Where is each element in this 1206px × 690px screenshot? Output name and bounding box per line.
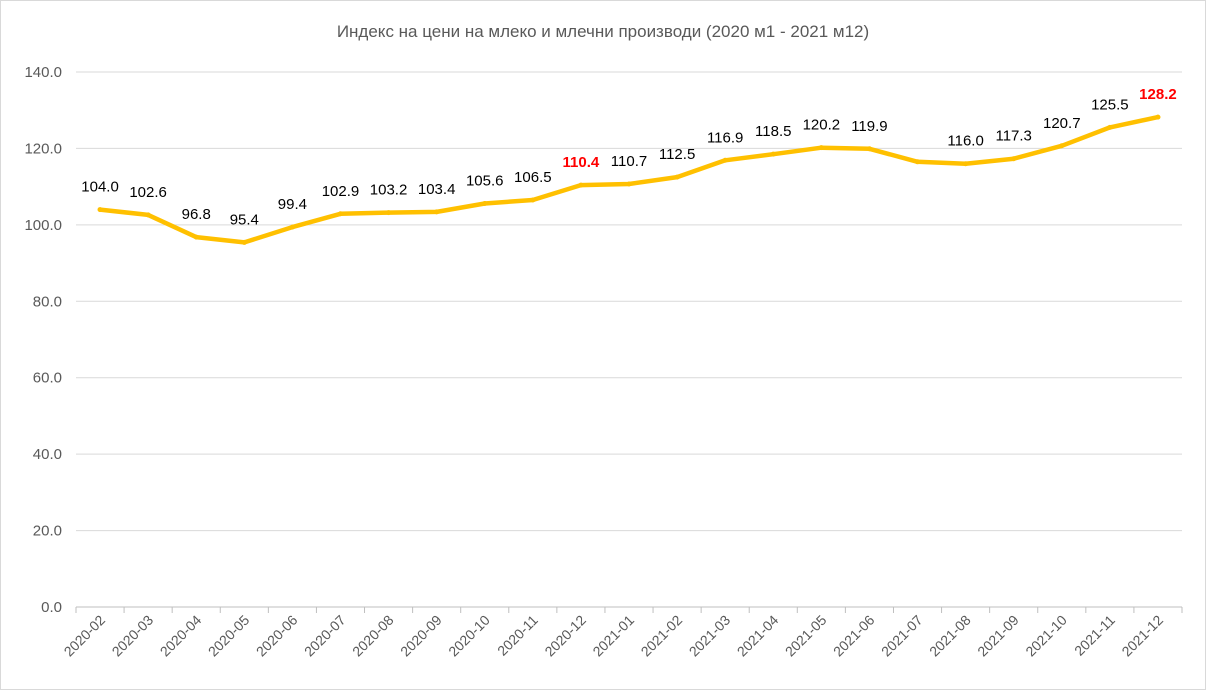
- data-label: 95.4: [230, 211, 259, 228]
- series-layer: [97, 114, 1161, 245]
- gridlines: [76, 71, 1182, 532]
- data-point: [578, 182, 584, 188]
- data-point: [145, 212, 151, 218]
- data-point: [770, 151, 776, 157]
- y-axis-ticks: 0.0 20.0 40.0 60.0 80.0 100.0 120.0 140.0: [24, 64, 62, 616]
- data-point: [386, 210, 392, 216]
- x-tick-label: 2020-05: [205, 612, 253, 660]
- x-tick-label: 2020-12: [541, 612, 589, 660]
- data-point: [674, 174, 680, 180]
- data-label: 105.6: [466, 172, 504, 189]
- data-point: [1107, 124, 1113, 130]
- data-point: [818, 145, 824, 151]
- data-labels: 104.0 102.6 96.8 95.4 99.4 102.9 103.2 103.4 105…: [81, 86, 1176, 228]
- y-tick-label: 20.0: [33, 523, 62, 540]
- data-point: [1011, 156, 1017, 162]
- data-label: 125.5: [1091, 96, 1129, 113]
- x-tick-label: 2021-11: [1071, 612, 1118, 659]
- data-point: [530, 197, 536, 203]
- data-label: 110.7: [611, 153, 647, 170]
- x-tick-label: 2021-10: [1022, 612, 1070, 660]
- data-label: 96.8: [182, 206, 211, 223]
- data-label: 116.0: [947, 133, 983, 150]
- x-tick-label: 2021-08: [926, 612, 974, 660]
- y-tick-label: 0.0: [41, 599, 62, 616]
- data-label: 118.5: [755, 123, 791, 140]
- data-label: 112.5: [659, 146, 695, 163]
- y-tick-label: 60.0: [33, 370, 62, 387]
- y-tick-label: 40.0: [33, 446, 62, 463]
- data-label: 103.2: [370, 182, 408, 199]
- data-point: [1059, 143, 1065, 149]
- x-tick-label: 2021-05: [782, 612, 830, 660]
- data-label: 104.0: [81, 179, 119, 196]
- data-point: [915, 159, 921, 165]
- x-tick-label: 2021-04: [734, 612, 782, 660]
- x-tick-label: 2021-03: [686, 612, 734, 660]
- x-tick-label: 2020-07: [301, 612, 349, 660]
- x-tick-label: 2020-09: [397, 612, 445, 660]
- x-tick-label: 2020-11: [494, 612, 541, 659]
- data-label: 117.3: [995, 128, 1031, 145]
- data-label: 99.4: [278, 196, 307, 213]
- data-point: [241, 239, 247, 245]
- data-point: [866, 146, 872, 152]
- x-tick-label: 2020-04: [157, 612, 205, 660]
- data-point: [482, 200, 488, 206]
- x-tick-label: 2021-12: [1118, 612, 1166, 660]
- data-point: [722, 157, 728, 163]
- data-label: 102.6: [129, 184, 167, 201]
- data-point: [963, 161, 969, 167]
- x-tick-label: 2021-07: [878, 612, 926, 660]
- data-label: 116.9: [707, 129, 743, 146]
- data-point: [97, 207, 103, 213]
- data-point: [193, 234, 199, 240]
- data-label: 120.2: [803, 117, 841, 134]
- x-tick-label: 2020-10: [445, 612, 493, 660]
- y-tick-label: 140.0: [24, 64, 62, 81]
- data-point: [337, 211, 343, 217]
- x-tick-label: 2021-02: [638, 612, 686, 660]
- x-tick-label: 2020-03: [109, 612, 157, 660]
- data-point: [289, 224, 295, 230]
- data-label: 102.9: [322, 183, 360, 200]
- x-tick-label: 2021-01: [589, 612, 637, 660]
- data-point: [434, 209, 440, 215]
- data-point: [1155, 114, 1161, 120]
- data-label: 119.9: [851, 118, 887, 135]
- x-axis-ticks: 2020-02 2020-03 2020-04 2020-05 2020-06 2020-…: [61, 606, 1183, 660]
- chart-title: Индекс на цени на млеко и млечни произво…: [337, 22, 869, 41]
- data-label-highlighted: 128.2: [1139, 86, 1177, 103]
- x-tick-label: 2020-02: [61, 612, 109, 660]
- x-tick-label: 2020-06: [253, 612, 301, 660]
- data-label: 103.4: [418, 181, 456, 198]
- y-tick-label: 80.0: [33, 293, 62, 310]
- data-label: 120.7: [1043, 115, 1081, 132]
- y-tick-label: 100.0: [24, 217, 62, 234]
- x-tick-label: 2021-09: [974, 612, 1022, 660]
- data-label: 106.5: [514, 169, 552, 186]
- y-tick-label: 120.0: [24, 140, 62, 157]
- x-tick-label: 2021-06: [830, 612, 878, 660]
- data-label-highlighted: 110.4: [563, 154, 600, 171]
- x-tick-label: 2020-08: [349, 612, 397, 660]
- data-point: [626, 181, 632, 187]
